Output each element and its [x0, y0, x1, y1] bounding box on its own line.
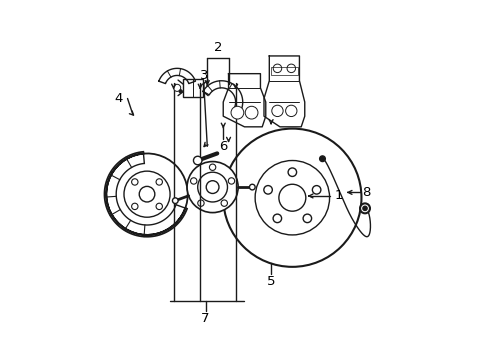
Bar	[183, 79, 203, 97]
Circle shape	[223, 129, 361, 267]
Circle shape	[197, 200, 203, 206]
Text: 4: 4	[114, 92, 122, 105]
Circle shape	[173, 84, 181, 91]
Circle shape	[179, 90, 182, 93]
Circle shape	[187, 162, 238, 213]
Circle shape	[156, 179, 162, 185]
Text: 1: 1	[333, 189, 342, 202]
Text: 8: 8	[362, 186, 370, 199]
Circle shape	[228, 178, 234, 184]
Circle shape	[312, 186, 320, 194]
Circle shape	[209, 164, 215, 170]
Circle shape	[131, 203, 138, 210]
Circle shape	[319, 156, 325, 162]
Circle shape	[172, 198, 178, 203]
Circle shape	[303, 214, 311, 222]
Text: 2: 2	[213, 41, 222, 54]
Circle shape	[156, 203, 162, 210]
Circle shape	[272, 214, 281, 222]
Circle shape	[206, 181, 219, 193]
Circle shape	[124, 171, 170, 217]
Circle shape	[244, 106, 258, 119]
Text: 6: 6	[219, 140, 227, 153]
Circle shape	[139, 186, 155, 202]
Circle shape	[278, 184, 305, 211]
Circle shape	[190, 178, 197, 184]
Circle shape	[273, 64, 281, 73]
Text: 7: 7	[201, 312, 209, 325]
Circle shape	[255, 161, 329, 235]
Text: 5: 5	[266, 275, 275, 288]
Circle shape	[362, 206, 366, 211]
Circle shape	[230, 106, 244, 119]
Circle shape	[359, 203, 369, 213]
Circle shape	[285, 105, 296, 117]
Circle shape	[221, 200, 227, 206]
Circle shape	[286, 64, 295, 73]
Bar	[270, 67, 297, 76]
Circle shape	[249, 184, 255, 190]
Circle shape	[193, 156, 202, 165]
Circle shape	[271, 105, 283, 117]
Circle shape	[287, 168, 296, 176]
Circle shape	[264, 186, 272, 194]
Text: 3: 3	[199, 69, 207, 82]
Circle shape	[131, 179, 138, 185]
Circle shape	[197, 172, 227, 202]
